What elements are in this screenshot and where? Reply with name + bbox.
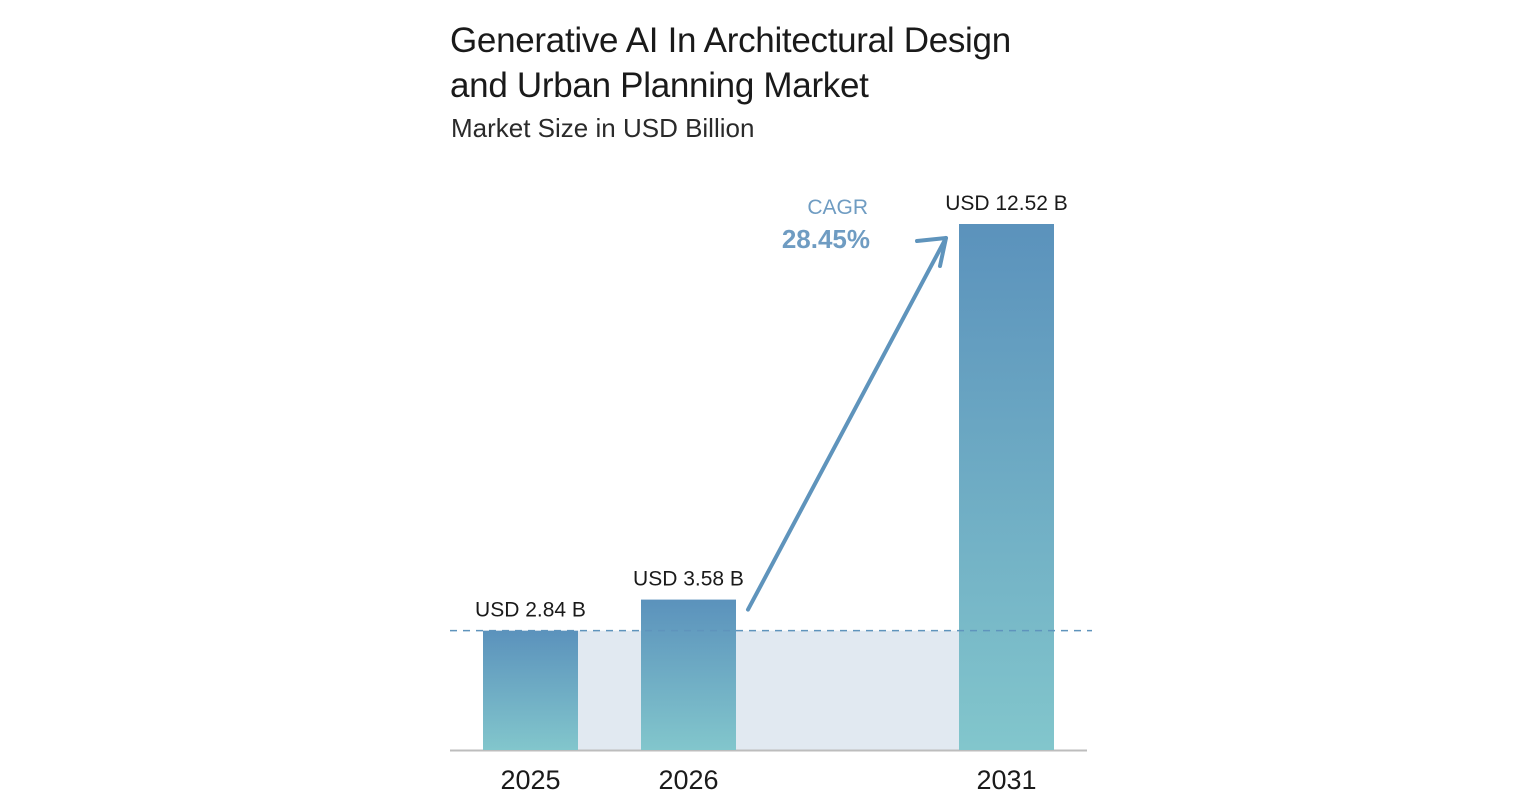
cagr-label: CAGR [807, 196, 868, 219]
chart-subtitle: Market Size in USD Billion [451, 113, 755, 143]
chart-title: Generative AI In Architectural Design an… [450, 18, 1011, 108]
bar-2031 [959, 224, 1054, 750]
cagr-value: 28.45% [782, 224, 870, 254]
bar-2025 [483, 630, 578, 750]
cagr-arrow [746, 236, 948, 612]
x-tick-label-2031: 2031 [976, 765, 1036, 795]
value-label-2026: USD 3.58 B [633, 568, 744, 591]
chart-title-line-2: and Urban Planning Market [450, 66, 869, 105]
chart-title-line-1: Generative AI In Architectural Design [450, 21, 1011, 60]
cagr-arrow-head [915, 236, 948, 268]
value-label-2025: USD 2.84 B [475, 599, 586, 622]
cagr-arrow-shaft [746, 236, 948, 612]
bar-2026 [641, 599, 736, 750]
x-tick-label-2025: 2025 [500, 765, 560, 795]
x-tick-label-2026: 2026 [658, 765, 718, 795]
value-label-2031: USD 12.52 B [945, 192, 1068, 215]
